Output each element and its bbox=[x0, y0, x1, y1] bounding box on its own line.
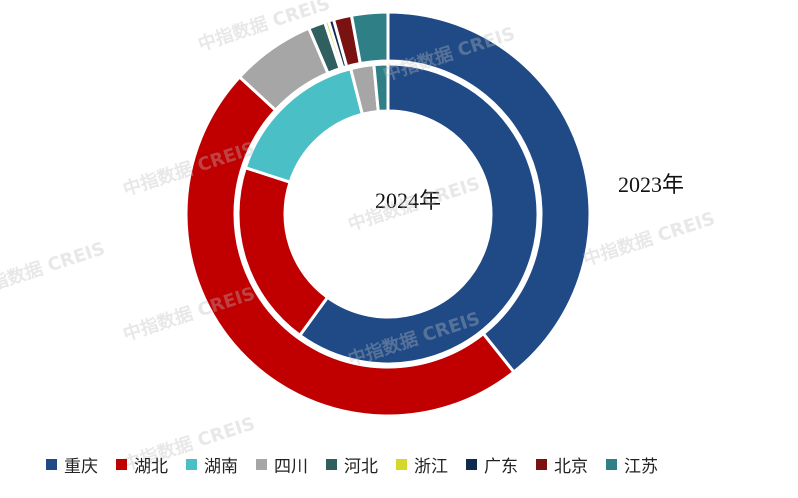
legend-swatch bbox=[256, 459, 267, 470]
legend-item: 江苏 bbox=[606, 452, 658, 477]
inner-ring-2024 bbox=[236, 62, 540, 366]
legend-item: 河北 bbox=[326, 452, 378, 477]
legend-item: 湖南 bbox=[186, 452, 238, 477]
legend-swatch bbox=[466, 459, 477, 470]
legend-item: 北京 bbox=[536, 452, 588, 477]
legend-label: 北京 bbox=[554, 457, 588, 477]
legend-label: 重庆 bbox=[64, 457, 98, 477]
legend-label: 浙江 bbox=[414, 457, 448, 477]
legend-swatch bbox=[186, 459, 197, 470]
legend-swatch bbox=[326, 459, 337, 470]
legend-item: 广东 bbox=[466, 452, 518, 477]
legend-swatch bbox=[116, 459, 127, 470]
outer-ring-2023 bbox=[184, 10, 592, 418]
legend-swatch bbox=[396, 459, 407, 470]
legend-swatch bbox=[46, 459, 57, 470]
slice-重庆 bbox=[297, 62, 540, 366]
legend-item: 浙江 bbox=[396, 452, 448, 477]
legend-swatch bbox=[606, 459, 617, 470]
inner-ring-label: 2024年 bbox=[375, 188, 441, 213]
outer-ring-label: 2023年 bbox=[618, 172, 684, 197]
slice-湖北 bbox=[184, 74, 516, 418]
legend-label: 江苏 bbox=[624, 457, 658, 477]
legend-label: 湖北 bbox=[134, 457, 168, 477]
legend-item: 湖北 bbox=[116, 452, 168, 477]
legend-label: 湖南 bbox=[204, 457, 238, 477]
legend-item: 重庆 bbox=[46, 452, 98, 477]
legend-label: 四川 bbox=[274, 457, 308, 477]
slice-江苏 bbox=[349, 10, 390, 66]
slice-江苏 bbox=[372, 62, 390, 114]
slice-重庆 bbox=[386, 10, 592, 375]
legend-swatch bbox=[536, 459, 547, 470]
legend-item: 四川 bbox=[256, 452, 308, 477]
legend-label: 广东 bbox=[484, 457, 518, 477]
chart-legend: 重庆 湖北 湖南 四川 河北 浙江 广东 北京 江苏 bbox=[46, 452, 658, 477]
legend-label: 河北 bbox=[344, 457, 378, 477]
